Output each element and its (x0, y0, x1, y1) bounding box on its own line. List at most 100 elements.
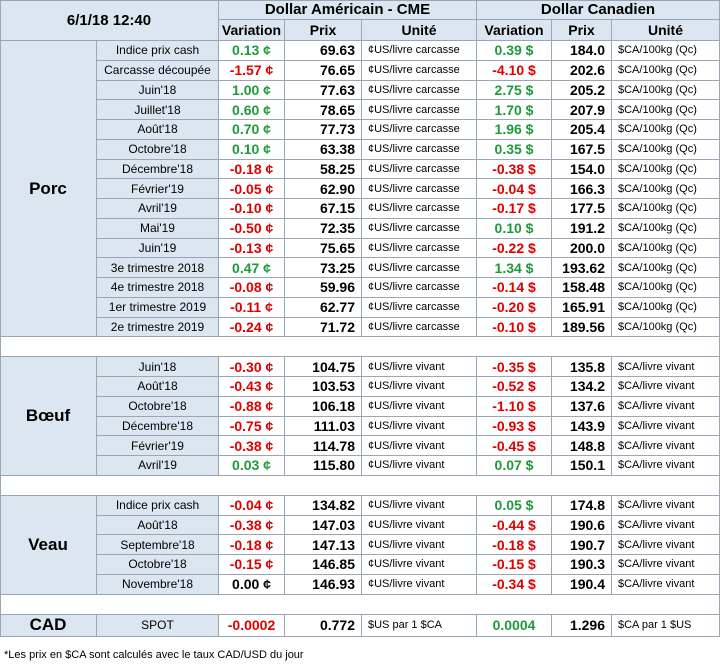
row-label: Indice prix cash (97, 495, 219, 516)
cad-variation: -0.15 $ (477, 555, 552, 575)
row-label: Indice prix cash (97, 41, 219, 61)
cad-section-title: Dollar Canadien (477, 0, 720, 20)
usd-unit: ¢US/livre vivant (362, 416, 477, 437)
usd-prix-header: Prix (285, 20, 362, 41)
usd-variation: 0.60 ¢ (219, 100, 285, 120)
usd-prix: 63.38 (285, 139, 362, 160)
row-label: Juin'18 (97, 357, 219, 377)
cad-prix: 174.8 (552, 495, 612, 516)
cad-prix: 202.6 (552, 60, 612, 81)
usd-prix: 115.80 (285, 456, 362, 476)
usd-unit: ¢US/livre vivant (362, 555, 477, 575)
cad-usd-variation: -0.0002 (219, 614, 285, 637)
usd-unit: ¢US/livre carcasse (362, 218, 477, 239)
cad-variation: 0.10 $ (477, 218, 552, 239)
usd-prix: 111.03 (285, 416, 362, 437)
row-label: 1er trimestre 2019 (97, 297, 219, 318)
row-label: Avril'19 (97, 456, 219, 476)
usd-unit: ¢US/livre carcasse (362, 60, 477, 81)
usd-unit: ¢US/livre carcasse (362, 139, 477, 160)
usd-variation-header: Variation (219, 20, 285, 41)
usd-variation: -0.88 ¢ (219, 396, 285, 417)
usd-prix: 69.63 (285, 41, 362, 61)
cad-prix: 207.9 (552, 100, 612, 120)
usd-section-title: Dollar Américain - CME (219, 0, 477, 20)
cad-cad-prix: 1.296 (552, 614, 612, 637)
cad-prix: 134.2 (552, 377, 612, 397)
row-label: 2e trimestre 2019 (97, 317, 219, 338)
row-label: Octobre'18 (97, 555, 219, 575)
cad-prix: 150.1 (552, 456, 612, 476)
cad-prix: 200.0 (552, 238, 612, 259)
cad-unit: $CA/100kg (Qc) (612, 159, 720, 180)
cad-variation: -0.38 $ (477, 159, 552, 180)
cad-variation: 1.34 $ (477, 258, 552, 278)
usd-prix: 146.85 (285, 555, 362, 575)
cad-variation: -0.34 $ (477, 574, 552, 595)
usd-unit: ¢US/livre carcasse (362, 258, 477, 278)
usd-prix: 67.15 (285, 199, 362, 219)
cad-unit: $CA/100kg (Qc) (612, 218, 720, 239)
cad-prix: 190.4 (552, 574, 612, 595)
usd-unit: ¢US/livre vivant (362, 515, 477, 536)
row-label: Décembre'18 (97, 159, 219, 180)
usd-variation: -0.24 ¢ (219, 317, 285, 338)
group-spacer (0, 475, 720, 496)
cad-prix: 184.0 (552, 41, 612, 61)
cad-prix: 191.2 (552, 218, 612, 239)
group-spacer (0, 337, 720, 358)
cad-unit: $CA/100kg (Qc) (612, 258, 720, 278)
cad-variation: -0.14 $ (477, 278, 552, 298)
usd-unit: ¢US/livre carcasse (362, 317, 477, 338)
usd-prix: 59.96 (285, 278, 362, 298)
cad-unit: $CA/100kg (Qc) (612, 80, 720, 101)
cad-unit: $CA/livre vivant (612, 495, 720, 516)
usd-unit: ¢US/livre carcasse (362, 297, 477, 318)
cad-prix: 177.5 (552, 199, 612, 219)
cad-unit: $CA/100kg (Qc) (612, 199, 720, 219)
group-label: Veau (0, 495, 97, 595)
row-label: Juin'19 (97, 238, 219, 259)
usd-variation: -0.18 ¢ (219, 535, 285, 555)
usd-prix: 147.03 (285, 515, 362, 536)
cad-unite-header: Unité (612, 20, 720, 41)
row-label: Août'18 (97, 515, 219, 536)
cad-prix: 190.7 (552, 535, 612, 555)
usd-variation: -1.57 ¢ (219, 60, 285, 81)
row-label: Juillet'18 (97, 100, 219, 120)
cad-variation-header: Variation (477, 20, 552, 41)
usd-unit: ¢US/livre carcasse (362, 278, 477, 298)
cad-prix-header: Prix (552, 20, 612, 41)
usd-prix: 104.75 (285, 357, 362, 377)
cad-variation: 0.35 $ (477, 139, 552, 160)
cad-unit: $CA/100kg (Qc) (612, 179, 720, 199)
cad-unit: $CA/100kg (Qc) (612, 41, 720, 61)
usd-prix: 73.25 (285, 258, 362, 278)
cad-cad-unit: $CA par 1 $US (612, 614, 720, 637)
usd-prix: 58.25 (285, 159, 362, 180)
cad-prix: 135.8 (552, 357, 612, 377)
cad-usd-unit: $US par 1 $CA (362, 614, 477, 637)
usd-prix: 147.13 (285, 535, 362, 555)
cad-unit: $CA/100kg (Qc) (612, 317, 720, 338)
cad-unit: $CA/livre vivant (612, 574, 720, 595)
cad-unit: $CA/100kg (Qc) (612, 297, 720, 318)
usd-unit: ¢US/livre carcasse (362, 80, 477, 101)
usd-prix: 77.63 (285, 80, 362, 101)
cad-prix: 154.0 (552, 159, 612, 180)
usd-unit: ¢US/livre vivant (362, 377, 477, 397)
cad-variation: 1.96 $ (477, 120, 552, 140)
cad-variation: 0.05 $ (477, 495, 552, 516)
group-label: Bœuf (0, 357, 97, 476)
cad-unit: $CA/100kg (Qc) (612, 238, 720, 259)
cad-prix: 165.91 (552, 297, 612, 318)
cad-unit: $CA/100kg (Qc) (612, 60, 720, 81)
row-label: Carcasse découpée (97, 60, 219, 81)
cad-unit: $CA/100kg (Qc) (612, 278, 720, 298)
cad-unit: $CA/livre vivant (612, 377, 720, 397)
usd-unit: ¢US/livre vivant (362, 495, 477, 516)
usd-prix: 62.90 (285, 179, 362, 199)
cad-unit: $CA/livre vivant (612, 396, 720, 417)
usd-variation: 0.13 ¢ (219, 41, 285, 61)
